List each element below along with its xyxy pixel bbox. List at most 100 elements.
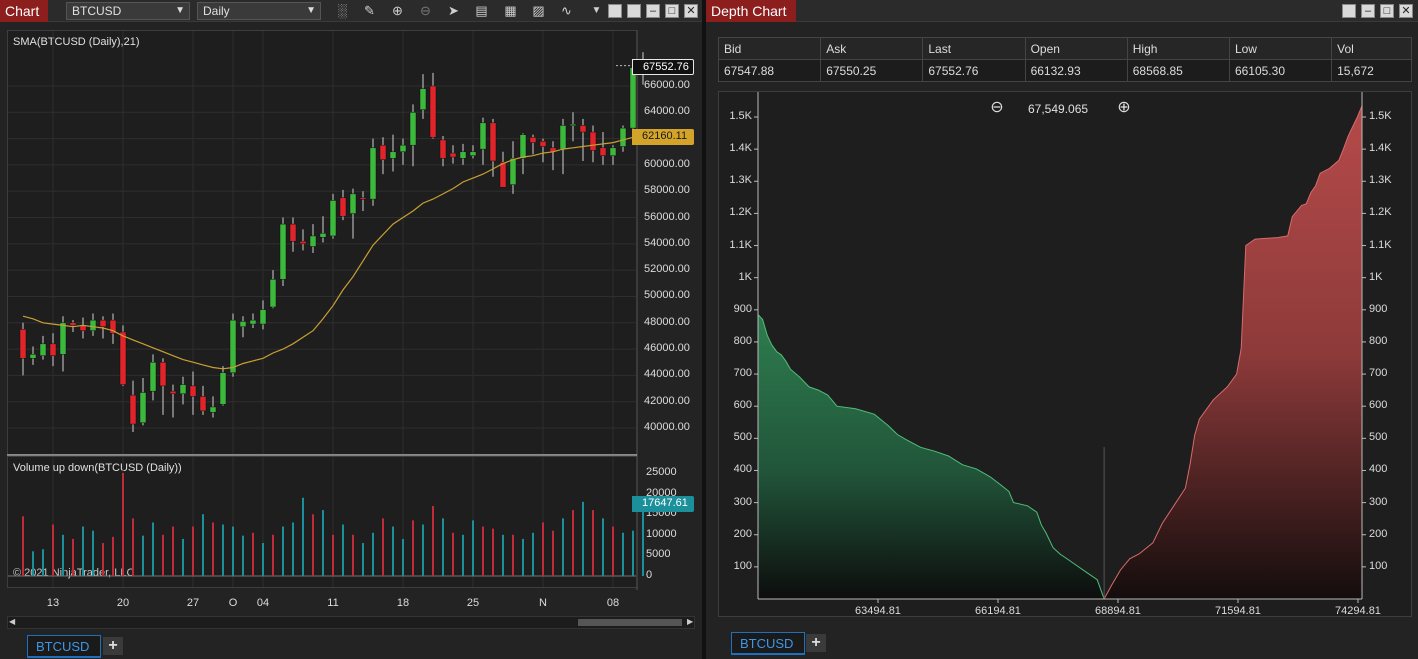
sma-value-tag: 62160.11 — [632, 129, 694, 145]
candle-body — [199, 396, 207, 412]
time-tick: 18 — [396, 597, 410, 609]
volume-bar — [532, 532, 534, 576]
maximize-icon[interactable]: □ — [665, 4, 679, 18]
bar-type-icon[interactable]: ░ — [337, 3, 348, 18]
candle-body — [579, 125, 587, 133]
volume-bar — [82, 526, 84, 576]
scroll-left-icon[interactable]: ◀ — [9, 617, 16, 626]
volume-bar — [272, 534, 274, 576]
time-tick: 27 — [186, 597, 200, 609]
depth-y-tick: 600 — [1369, 399, 1388, 412]
instrument-selector[interactable]: BTCUSD ▼ — [66, 2, 190, 20]
cursor-icon[interactable]: ➤ — [448, 3, 459, 18]
candle-body — [99, 319, 107, 327]
depth-y-tick: 400 — [733, 463, 752, 476]
zoom-out-icon[interactable]: ⊖ — [990, 99, 1004, 116]
bid-depth-area — [758, 314, 1105, 599]
volume-bar — [402, 538, 404, 576]
add-tab-button[interactable]: + — [103, 637, 123, 655]
depth-x-tick: 74294.81 — [1335, 605, 1381, 617]
zoom-in-icon[interactable]: ⊕ — [392, 3, 403, 18]
data-box-icon[interactable]: ▤ — [475, 3, 488, 18]
candle-body — [609, 147, 617, 156]
close-icon[interactable]: ✕ — [1399, 4, 1413, 18]
depth-window-title[interactable]: Depth Chart — [706, 0, 796, 22]
volume-bar — [592, 510, 594, 576]
quote-header-low: Low — [1228, 37, 1333, 60]
dropdown-icon[interactable]: ▼ — [591, 5, 602, 16]
ask-depth-area — [1104, 105, 1362, 600]
candle-body — [239, 321, 247, 327]
indicators-icon[interactable]: ▨ — [532, 3, 545, 18]
volume-bar — [182, 538, 184, 576]
pencil-icon[interactable]: ✎ — [364, 3, 375, 18]
price-tick: 52000.00 — [644, 263, 690, 276]
volume-bar — [342, 524, 344, 576]
chart-titlebar: Chart BTCUSD ▼ Daily ▼ ░ ✎ ⊕ ⊖ ➤ ▤ ▦ ▨ ∿… — [0, 0, 702, 22]
depth-y-tick: 900 — [733, 302, 752, 315]
depth-y-tick: 400 — [1369, 463, 1388, 476]
volume-bar — [322, 510, 324, 576]
depth-titlebar: Depth Chart – □ ✕ — [706, 0, 1418, 22]
volume-bar — [212, 522, 214, 576]
volume-bar — [412, 520, 414, 576]
window-divider[interactable] — [702, 0, 706, 659]
minimize-icon[interactable]: – — [646, 4, 660, 18]
chart-window-title[interactable]: Chart — [0, 0, 48, 22]
close-icon[interactable]: ✕ — [684, 4, 698, 18]
volume-bar — [102, 543, 104, 576]
depth-y-tick: 100 — [733, 559, 752, 572]
quote-table: Bid Ask Last Open High Low Vol 67547.88 67550.2… — [717, 37, 1412, 82]
zoom-out-icon[interactable]: ⊖ — [420, 3, 431, 18]
candle-body — [389, 151, 397, 159]
tile-icon[interactable] — [1342, 4, 1356, 18]
mid-price-label: 67,549.065 — [1028, 102, 1089, 116]
candle-body — [149, 361, 157, 392]
add-tab-button[interactable]: + — [806, 634, 826, 652]
properties-icon[interactable]: ▦ — [504, 3, 517, 18]
volume-bar — [152, 522, 154, 576]
depth-y-tick: 800 — [733, 334, 752, 347]
strategies-icon[interactable]: ∿ — [561, 3, 572, 18]
maximize-icon[interactable]: □ — [1380, 4, 1394, 18]
volume-bar — [22, 516, 24, 576]
minimize-icon[interactable]: – — [1361, 4, 1375, 18]
volume-tick: 10000 — [646, 527, 677, 540]
interval-value: Daily — [203, 4, 230, 18]
scroll-thumb[interactable] — [578, 619, 682, 626]
candle-body — [569, 123, 577, 126]
candle-body — [299, 240, 307, 245]
tile-icon[interactable] — [608, 4, 622, 18]
candle-body — [59, 322, 67, 355]
candle-body — [309, 235, 317, 247]
volume-bar — [92, 530, 94, 576]
price-panel[interactable]: SMA(BTCUSD (Daily),21) — [7, 30, 637, 455]
candle-body — [379, 144, 387, 160]
tab-btcusd[interactable]: BTCUSD — [27, 635, 101, 658]
volume-bar — [492, 528, 494, 576]
scroll-right-icon[interactable]: ▶ — [687, 617, 694, 626]
time-tick: 04 — [256, 597, 270, 609]
quote-value-low: 66105.30 — [1228, 59, 1333, 82]
candle-body — [109, 319, 117, 334]
candle-body — [159, 361, 167, 387]
volume-bar — [522, 538, 524, 576]
volume-tick: 5000 — [646, 548, 671, 561]
quote-value-vol: 15,672 — [1331, 59, 1412, 82]
volume-bar — [552, 530, 554, 576]
quote-header-ask: Ask — [820, 37, 924, 60]
volume-bar — [302, 497, 304, 576]
volume-bar — [192, 526, 194, 576]
tab-btcusd[interactable]: BTCUSD — [731, 632, 805, 655]
volume-bar — [452, 532, 454, 576]
volume-bar — [382, 518, 384, 576]
time-tick: 11 — [327, 597, 339, 609]
depth-x-tick: 71594.81 — [1215, 605, 1261, 617]
price-tick: 54000.00 — [644, 236, 690, 249]
zoom-in-icon[interactable]: ⊕ — [1117, 99, 1131, 116]
restore-icon[interactable] — [627, 4, 641, 18]
volume-tick: 20000 — [646, 486, 677, 499]
interval-selector[interactable]: Daily ▼ — [197, 2, 321, 20]
horizontal-scrollbar[interactable]: ◀ ▶ — [7, 616, 695, 629]
price-tick: 50000.00 — [644, 289, 690, 302]
